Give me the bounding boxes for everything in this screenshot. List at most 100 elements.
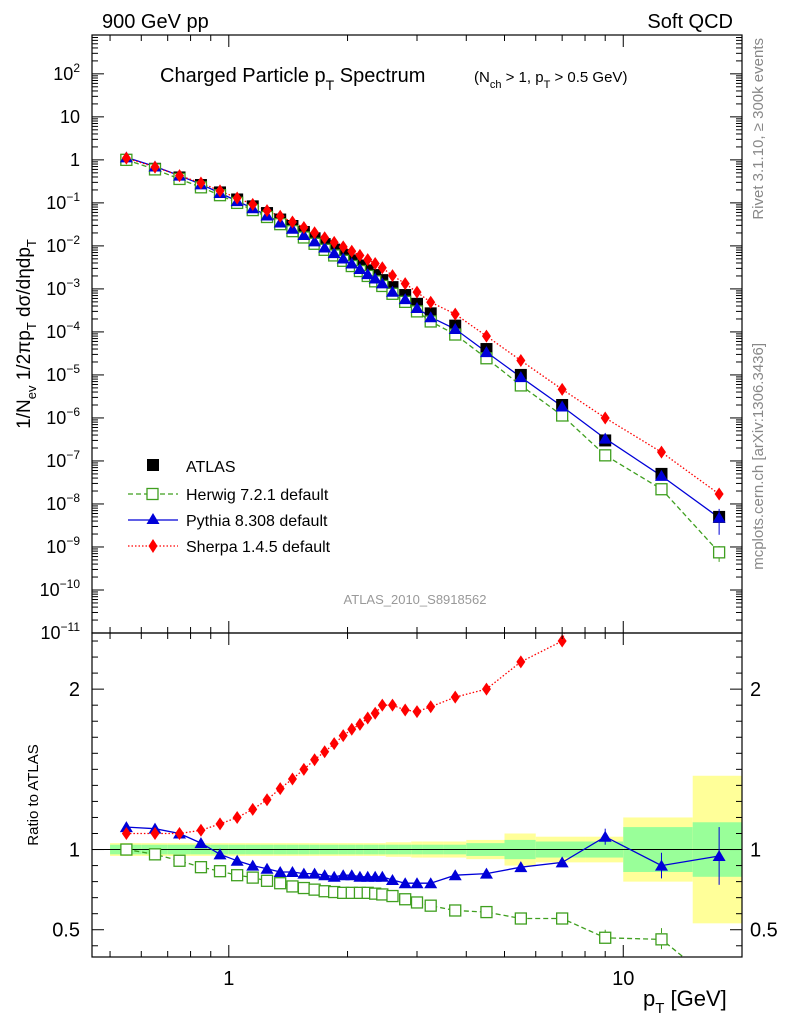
ratio-point-sherpa [196,823,206,837]
point-sherpa [287,215,297,229]
y-tick-label: 10−2 [46,233,80,256]
ratio-point-sherpa [275,782,285,796]
point-sherpa [412,285,422,299]
y-tick-label: 10−5 [46,362,80,385]
main-subtitle: (Nch > 1, pT > 0.5 GeV) [474,69,627,91]
ratio-point-herwig [399,893,412,906]
ratio-point-pythia [336,869,350,881]
legend-entry-herwig: Herwig 7.2.1 default [128,487,329,504]
header-left: 900 GeV pp [102,11,209,33]
x-tick-label: 10 [612,968,634,990]
ratio-xlabel: pT [GeV] [643,986,727,1017]
point-sherpa [481,329,491,343]
ratio-point-pythia [479,867,493,879]
point-sherpa [363,253,373,267]
y-tick-label: 10−3 [46,276,80,299]
legend-entry-atlas: ATLAS [147,459,236,476]
ratio-point-sherpa [412,705,422,719]
point-pythia [424,311,438,323]
ratio-point-sherpa [347,722,357,736]
ratio-point-herwig [286,880,299,893]
point-sherpa [450,307,460,321]
legend-label-herwig: Herwig 7.2.1 default [186,487,329,504]
ratio-point-herwig [376,888,389,901]
point-sherpa [557,382,567,396]
ratio-point-pythia [308,867,322,879]
point-herwig [556,409,569,422]
ratio-point-sherpa [248,802,258,816]
legend-entry-sherpa: Sherpa 1.4.5 default [128,539,331,556]
ratio-point-sherpa [481,682,491,696]
ratio-point-pythia [555,856,569,868]
point-sherpa [370,256,380,270]
watermark: ATLAS_2010_S8918562 [344,592,487,607]
y-tick-label: 10−4 [46,319,80,342]
ratio-point-herwig [274,877,287,890]
point-sherpa [262,204,272,218]
ratio-point-sherpa [715,458,724,471]
y-tick-label: 10−6 [46,405,80,428]
point-sherpa [175,169,185,183]
ratio-point-herwig [213,865,227,878]
ratio-y-tick-label: 2 [69,679,80,701]
point-pythia [345,257,359,269]
point-sherpa [426,295,436,309]
point-sherpa [600,411,610,425]
point-sherpa [714,487,724,501]
ratio-point-pythia [230,854,244,866]
point-sherpa [377,261,387,275]
point-sherpa [196,176,206,190]
ratio-point-herwig [297,881,311,895]
ratio-point-herwig [194,861,208,874]
ratio-point-sherpa [377,698,387,712]
ratio-point-pythia [119,821,133,833]
ratio-point-herwig [424,899,437,912]
point-sherpa [215,184,225,198]
ratio-point-pythia [514,861,528,873]
ratio-point-herwig [173,854,186,867]
point-pythia [327,247,341,259]
point-pythia [361,268,375,280]
ratio-point-pythia [654,859,668,871]
axes: 1 1010−1110−1010−910−810−710−610−510−410−… [40,34,778,990]
ratio-point-sherpa [370,706,380,720]
main-ylabel: 1/Nev 1/2πpT dσ/dηdpT [14,239,39,429]
ratio-point-sherpa [557,634,567,648]
ratio-point-herwig [514,912,527,925]
y-tick-label: 10−11 [41,620,81,643]
ratio-point-sherpa [310,753,320,767]
ratio-point-herwig [410,896,424,909]
ratio-point-sherpa [426,700,436,714]
ratio-point-pythia [375,870,389,882]
point-sherpa [387,269,397,283]
point-pythia [336,252,350,264]
ratio-point-pythia [260,862,274,874]
ratio-point-herwig [120,843,133,856]
ratio-point-sherpa [262,793,272,807]
legend-label-atlas: ATLAS [186,459,236,476]
point-herwig [599,449,612,462]
ratio-point-sherpa [320,745,330,759]
ratio-point-herwig [599,931,612,944]
ratio-point-herwig [556,912,569,925]
ratio-point-sherpa [329,737,339,751]
legend-label-pythia: Pythia 8.308 default [186,513,328,530]
ratio-point-pythia [712,849,726,861]
legend-marker-atlas [147,459,159,471]
ratio-point-sherpa [232,810,242,824]
series-line-3 [126,157,720,495]
ratio-point-sherpa [387,698,397,712]
ratio-point-pythia [246,859,260,871]
point-sherpa [320,231,330,245]
y-tick-label: 10−9 [46,534,80,557]
y-tick-label: 102 [53,61,80,84]
ratio-y-tick-label-right: 0.5 [750,920,778,942]
y-tick-label: 10−10 [40,577,81,600]
ratio-point-sherpa [601,474,610,487]
rivet-label: Rivet 3.1.10, ≥ 300k events [750,38,767,220]
point-pythia [712,511,726,523]
ratio-point-herwig [480,905,493,919]
ratio-point-sherpa [363,711,373,725]
ratio-point-pythia [285,865,299,877]
ratio-y-tick-label: 0.5 [52,920,80,942]
